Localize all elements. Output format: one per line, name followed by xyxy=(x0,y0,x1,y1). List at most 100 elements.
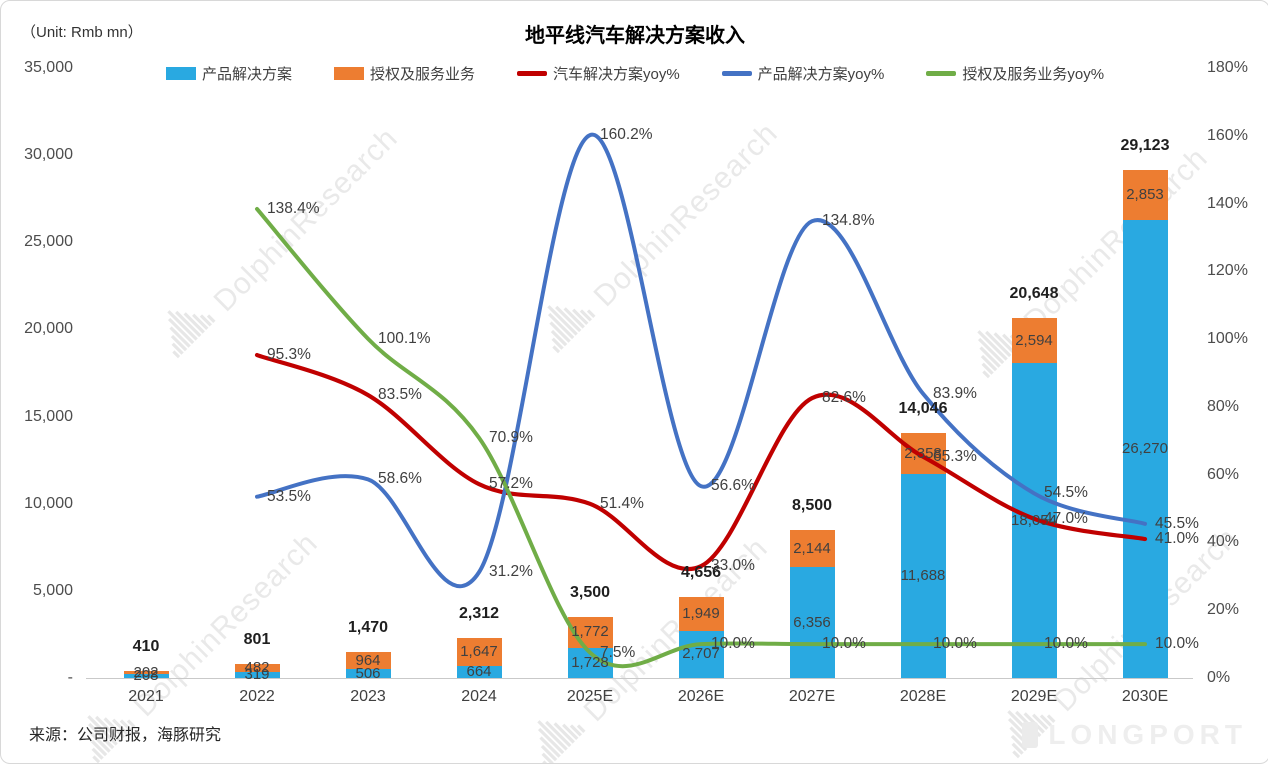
bar-total-label: 8,500 xyxy=(791,496,833,514)
line-point-label: 83.5% xyxy=(378,386,422,404)
line-point-label: 10.0% xyxy=(822,635,866,653)
line-point-label: 53.5% xyxy=(267,487,311,505)
bar-total-label: 3,500 xyxy=(569,584,611,601)
right-axis-tick: 140% xyxy=(1207,194,1248,212)
line-point-label: 56.6% xyxy=(711,477,755,495)
legend-label: 产品解决方案yoy% xyxy=(757,66,885,83)
watermark-text: DolphinResearch xyxy=(207,121,405,319)
bar-total-label: 29,123 xyxy=(1120,137,1170,155)
line-point-label: 54.5% xyxy=(1044,484,1088,502)
line-point-label: 47.0% xyxy=(1044,509,1088,527)
x-axis-label: 2027E xyxy=(788,688,836,705)
left-axis-tick: 5,000 xyxy=(32,581,73,599)
bar-value-label: 964 xyxy=(355,651,381,669)
legend-label: 产品解决方案 xyxy=(201,66,292,83)
bar-total-label: 410 xyxy=(132,637,160,655)
legend-item-0: 产品解决方案 xyxy=(165,63,292,84)
line-point-label: 45.5% xyxy=(1155,514,1199,532)
brand-name: LONGPORT xyxy=(1048,719,1247,750)
bar-value-label: 202 xyxy=(133,663,159,681)
dolphin-logo-icon xyxy=(518,699,594,763)
line-point-label: 70.9% xyxy=(489,428,533,446)
bar-value-label: 2,707 xyxy=(682,645,720,663)
left-axis-tick: 15,000 xyxy=(24,407,73,425)
bar-total-label: 2,312 xyxy=(458,604,500,622)
x-axis-label: 2030E xyxy=(1121,688,1169,705)
bar-value-label: 319 xyxy=(244,666,270,684)
bar-total-label: 20,648 xyxy=(1009,285,1059,303)
bar-value-label: 26,270 xyxy=(1122,440,1168,458)
bar-value-label: 482 xyxy=(244,659,270,677)
bar-segment-licensing xyxy=(234,664,280,673)
legend-label: 汽车解决方案yoy% xyxy=(552,66,680,83)
x-axis-label: 2023 xyxy=(350,688,386,705)
right-axis-tick: 160% xyxy=(1207,126,1248,144)
legend-item-2: 汽车解决方案yoy% xyxy=(516,63,680,84)
bar-value-label: 6,356 xyxy=(793,613,831,631)
watermark-text: DolphinResearch xyxy=(1017,141,1215,339)
bar-swatch-icon xyxy=(165,67,196,80)
right-axis-tick: 80% xyxy=(1207,397,1240,415)
bar-total-label: 801 xyxy=(243,631,271,649)
unit-label: （Unit: Rmb mn） xyxy=(21,24,143,41)
legend-item-4: 授权及服务业务yoy% xyxy=(926,63,1104,84)
right-axis-tick: 40% xyxy=(1207,533,1240,551)
line-point-label: 10.0% xyxy=(1044,635,1088,653)
left-axis-tick: 30,000 xyxy=(24,146,73,164)
bar-value-label: 1,772 xyxy=(571,623,609,641)
watermark-dolphinresearch: DolphinResearch xyxy=(518,519,775,763)
line-point-label: 82.6% xyxy=(822,389,866,407)
watermark-dolphinresearch: DolphinResearch xyxy=(528,104,785,361)
watermark-dolphinresearch: DolphinResearch xyxy=(68,514,325,763)
left-axis-tick: 25,000 xyxy=(24,233,73,251)
x-axis-label: 2022 xyxy=(239,688,275,705)
bar-value-label: 1,647 xyxy=(460,643,498,661)
legend-label: 授权及服务业务 xyxy=(369,66,475,83)
watermark-dolphinresearch: DolphinResearch xyxy=(148,109,405,366)
bar-value-label: 1,728 xyxy=(571,653,609,671)
legend-label: 授权及服务业务yoy% xyxy=(962,66,1105,83)
bar-value-label: 1,949 xyxy=(682,604,720,622)
line-point-label: 134.8% xyxy=(822,212,875,230)
line-point-label: 83.9% xyxy=(933,384,977,402)
bar-total-label: 1,470 xyxy=(347,619,389,637)
watermark-text: DolphinResearch xyxy=(587,116,785,314)
bar-value-label: 506 xyxy=(355,664,381,682)
legend-item-3: 产品解决方案yoy% xyxy=(721,63,885,84)
right-axis-tick: 120% xyxy=(1207,262,1248,280)
line-point-label: 58.6% xyxy=(378,470,422,488)
x-axis-label: 2025E xyxy=(566,688,614,705)
bar-value-label: 2,853 xyxy=(1126,186,1164,204)
dolphin-logo-icon xyxy=(148,289,224,365)
bar-swatch-icon xyxy=(333,67,364,80)
bar-total-label: 4,656 xyxy=(680,563,722,581)
longport-mark-icon xyxy=(1022,722,1039,748)
legend-item-1: 授权及服务业务 xyxy=(333,63,475,84)
line-point-label: 31.2% xyxy=(489,563,533,581)
brand-logo: LONGPORT xyxy=(1022,719,1247,751)
x-axis-label: 2024 xyxy=(461,688,497,705)
line-point-label: 57.2% xyxy=(489,475,533,493)
line-point-label: 65.3% xyxy=(933,447,977,465)
left-axis-tick: 20,000 xyxy=(24,320,73,338)
right-axis-tick: 0% xyxy=(1207,669,1231,686)
line-point-label: 10.0% xyxy=(1155,635,1199,653)
bar-segment-product xyxy=(345,669,391,678)
line-point-label: 160.2% xyxy=(600,126,653,144)
line-point-label: 95.3% xyxy=(267,346,311,364)
bar-value-label: 11,688 xyxy=(900,567,946,585)
dolphin-logo-icon xyxy=(68,694,144,763)
line-point-label: 41.0% xyxy=(1155,530,1199,548)
bar-value-label: 2,144 xyxy=(793,539,831,557)
bar-value-label: 208 xyxy=(133,667,159,685)
line-point-label: 7.5% xyxy=(600,643,636,661)
right-axis-tick: 20% xyxy=(1207,601,1240,619)
source-note: 来源：公司财报，海豚研究 xyxy=(29,727,222,744)
right-axis-tick: 180% xyxy=(1207,59,1248,76)
line-point-label: 10.0% xyxy=(933,635,977,653)
line-swatch-icon xyxy=(721,71,752,76)
line-point-label: 33.0% xyxy=(711,557,755,575)
bar-segment-product xyxy=(123,674,169,678)
bar-total-label: 14,046 xyxy=(898,400,948,418)
